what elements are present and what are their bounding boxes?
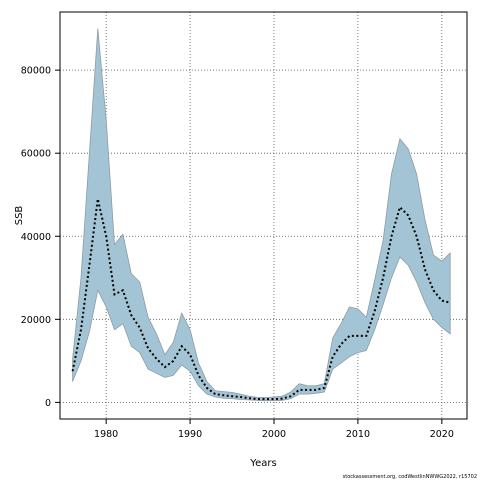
confidence-band (72, 28, 451, 402)
y-tick-label: 40000 (21, 232, 51, 243)
y-axis-label: SSB (14, 206, 25, 226)
x-tick-label: 2020 (430, 429, 454, 440)
y-tick-label: 20000 (21, 315, 51, 326)
axis-ticks: 1980 1990 2000 2010 2020 0 20000 40000 60000 8000… (21, 66, 454, 440)
x-axis-label: Years (249, 458, 276, 469)
plot-frame (59, 11, 468, 420)
ssb-series-layer (71, 198, 451, 401)
y-tick-label: 60000 (21, 149, 51, 160)
credit-text: stockassessment.org, codWestlinNWWG2022,… (343, 474, 477, 480)
x-tick-label: 2010 (346, 429, 370, 440)
y-tick-label: 80000 (21, 66, 51, 77)
x-tick-label: 2000 (262, 429, 286, 440)
confidence-band-layer (72, 28, 451, 402)
x-tick-label: 1980 (94, 429, 118, 440)
x-tick-label: 1990 (178, 429, 202, 440)
ssb-line (71, 198, 451, 401)
y-tick-label: 0 (45, 398, 51, 409)
